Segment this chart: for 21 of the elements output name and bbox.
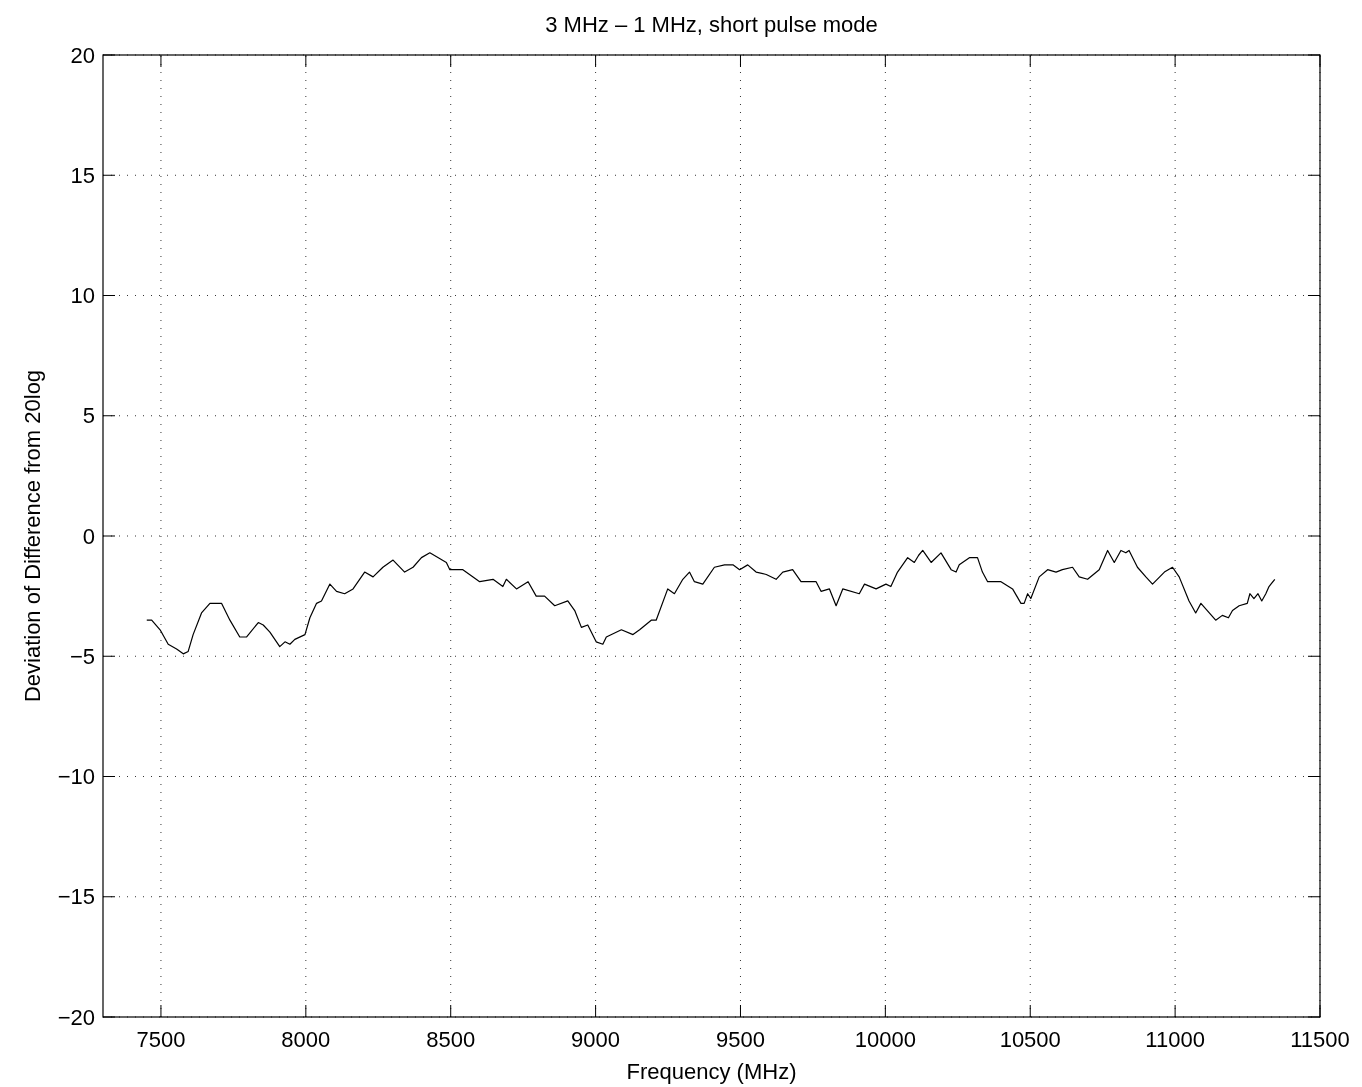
x-tick-label: 10500: [999, 1027, 1061, 1052]
y-tick-label: 0: [82, 523, 95, 549]
x-tick-label: 8500: [426, 1027, 476, 1052]
y-tick-label: −20: [57, 1004, 95, 1030]
x-tick-label: 9000: [571, 1027, 621, 1052]
y-tick-label: −5: [69, 643, 95, 669]
chart-title: 3 MHz – 1 MHz, short pulse mode: [545, 12, 878, 37]
y-tick-label: −15: [57, 884, 95, 910]
x-tick-label: 9500: [716, 1027, 765, 1052]
y-tick-label: 10: [70, 283, 95, 309]
x-tick-label: 10000: [854, 1027, 916, 1052]
y-tick-label: −10: [57, 764, 95, 790]
y-tick-label: 15: [70, 162, 95, 188]
y-tick-label: 5: [82, 403, 95, 429]
x-tick-label: 7500: [136, 1027, 186, 1052]
y-axis-title: Deviation of Difference from 20log: [20, 369, 45, 703]
x-tick-label: 11000: [1145, 1027, 1205, 1052]
x-tick-label: 8000: [281, 1027, 331, 1052]
x-axis-title: Frequency (MHz): [626, 1059, 797, 1084]
y-tick-label: 20: [70, 42, 95, 68]
x-tick-label: 11500: [1290, 1027, 1350, 1052]
